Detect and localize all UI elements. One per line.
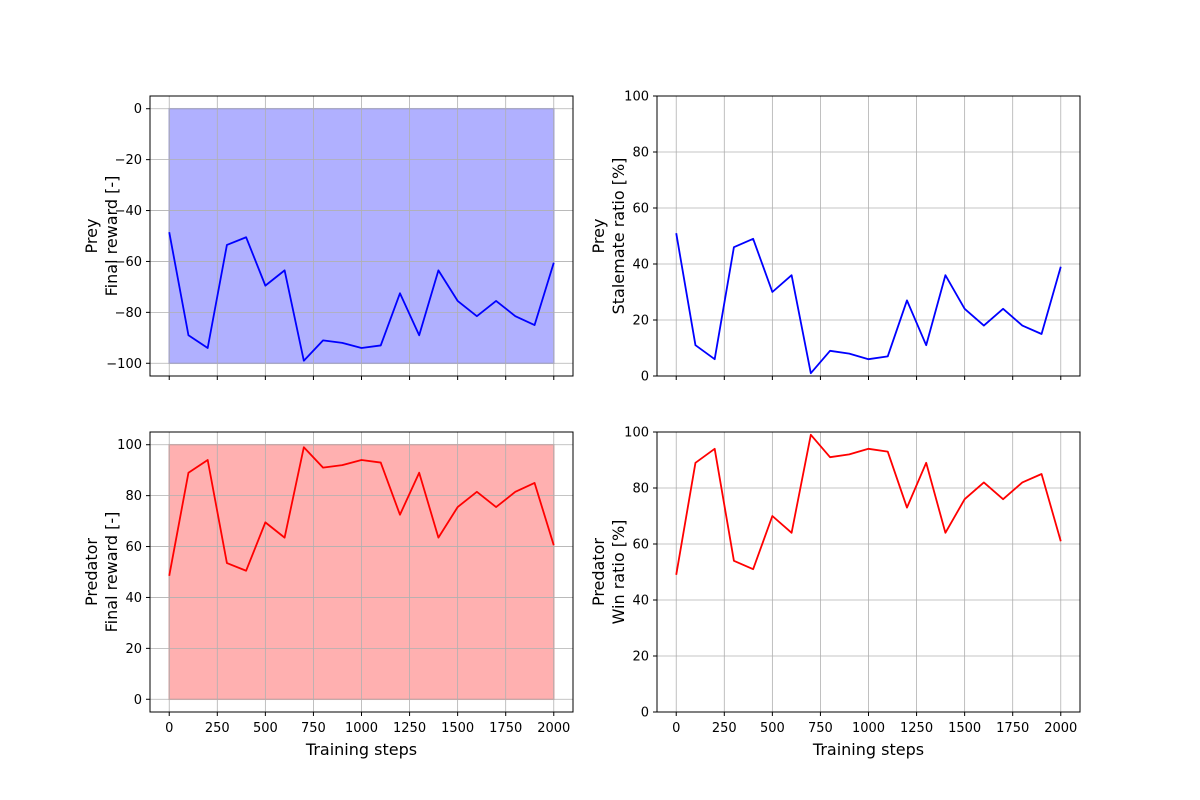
- x-axis-label: Training steps: [812, 740, 924, 759]
- series-line: [168, 232, 555, 362]
- y-axis-label-line: Final reward [-]: [102, 176, 121, 297]
- x-tick-label: 500: [760, 721, 785, 736]
- y-axis-label-line: Final reward [-]: [102, 512, 121, 633]
- y-tick-label: 0: [641, 370, 649, 385]
- x-tick-label: 1000: [345, 721, 378, 736]
- x-tick-label: 1750: [489, 721, 522, 736]
- y-tick-label: 0: [641, 706, 649, 721]
- x-tick-label: 1500: [948, 721, 981, 736]
- x-tick-label: 2000: [537, 721, 570, 736]
- y-tick-label: 60: [632, 202, 649, 217]
- y-tick-label: −20: [115, 153, 142, 168]
- y-axis-label-line: Stalemate ratio [%]: [609, 158, 628, 315]
- x-tick-label: 250: [205, 721, 230, 736]
- y-tick-label: 100: [624, 90, 649, 105]
- y-tick-label: 60: [125, 540, 142, 555]
- x-tick-label: 500: [253, 721, 278, 736]
- x-tick-label: 1250: [900, 721, 933, 736]
- series-line: [168, 446, 555, 576]
- y-axis-label-line: Predator: [589, 538, 608, 606]
- x-axis-label: Training steps: [305, 740, 417, 759]
- y-tick-label: 80: [632, 146, 649, 161]
- y-tick-label: −60: [115, 255, 142, 270]
- y-axis-label: PredatorFinal reward [-]: [82, 512, 121, 633]
- y-tick-label: −80: [115, 306, 142, 321]
- y-axis-label-line: Prey: [589, 219, 608, 254]
- x-tick-label: 1000: [852, 721, 885, 736]
- y-tick-label: −40: [115, 204, 142, 219]
- series-line: [675, 233, 1062, 375]
- y-tick-label: 20: [125, 642, 142, 657]
- x-tick-label: 1500: [441, 721, 474, 736]
- y-tick-label: −100: [106, 357, 142, 372]
- chart-prey-reward: −100 −80 −60 −40 −20 0 PreyFinal reward [-]: [82, 95, 574, 380]
- y-tick-label: 0: [134, 693, 142, 708]
- y-tick-label: 0: [134, 102, 142, 117]
- y-tick-label: 60: [632, 538, 649, 553]
- x-tick-label: 0: [672, 721, 680, 736]
- chart-predator-reward: 0 250 500 750 1000 1250 1500 1750 2000 0 20 40 60 80 1…: [82, 431, 574, 759]
- y-axis-label: PreyStalemate ratio [%]: [589, 158, 628, 315]
- x-tick-label: 1250: [393, 721, 426, 736]
- x-tick-label: 2000: [1044, 721, 1077, 736]
- y-tick-label: 20: [632, 650, 649, 665]
- x-tick-label: 750: [301, 721, 326, 736]
- y-axis-label-line: Prey: [82, 219, 101, 254]
- y-tick-label: 40: [125, 591, 142, 606]
- chart-predator-win: 0 250 500 750 1000 1250 1500 1750 2000 0 20 40 60 80 1…: [589, 426, 1081, 759]
- y-tick-label: 80: [632, 482, 649, 497]
- x-tick-label: 750: [808, 721, 833, 736]
- y-tick-label: 40: [632, 258, 649, 273]
- y-axis-label-line: Predator: [82, 538, 101, 606]
- x-tick-label: 250: [712, 721, 737, 736]
- y-axis-label: PreyFinal reward [-]: [82, 176, 121, 297]
- chart-prey-stalemate: 0 20 40 60 80 100 PreyStalemate ratio [%]: [589, 90, 1081, 385]
- x-tick-label: 1750: [996, 721, 1029, 736]
- y-axis-label: PredatorWin ratio [%]: [589, 520, 628, 625]
- y-tick-label: 100: [117, 438, 142, 453]
- x-tick-label: 0: [165, 721, 173, 736]
- y-tick-label: 100: [624, 426, 649, 441]
- series-line: [675, 433, 1062, 575]
- y-axis-label-line: Win ratio [%]: [609, 520, 628, 625]
- y-tick-label: 40: [632, 594, 649, 609]
- y-tick-label: 20: [632, 314, 649, 329]
- y-tick-label: 80: [125, 489, 142, 504]
